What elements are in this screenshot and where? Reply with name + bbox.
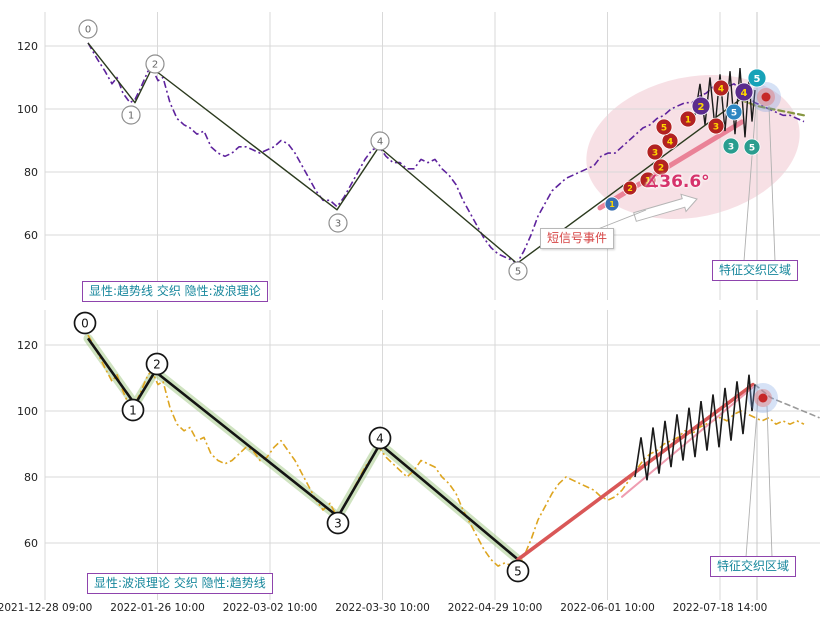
sub-wave-badge-number: 3 (713, 122, 719, 132)
wave-number: 2 (153, 357, 161, 371)
sub-wave-badge-number: 4 (718, 84, 724, 94)
sub-wave-badge (655, 118, 673, 136)
wave-number: 5 (515, 267, 521, 278)
wave-number: 3 (335, 219, 341, 230)
direction-arrow (633, 193, 698, 222)
sub-wave-badge (747, 68, 767, 88)
x-tick-label: 2022-06-01 10:00 (560, 602, 655, 614)
wave-number-circle (328, 213, 348, 233)
callout-connector-line (745, 397, 759, 558)
sub-wave-badge (734, 82, 754, 102)
wave-number-circle (506, 559, 530, 583)
y-tick-label: 120 (17, 339, 38, 352)
wave-number-circle (73, 311, 97, 335)
wave-number: 3 (334, 516, 342, 530)
signal-dot (758, 393, 768, 403)
sub-wave-badge-number: 3 (652, 148, 658, 158)
x-tick-label: 2021-12-28 09:00 (0, 602, 92, 614)
callout-connector-line (768, 105, 776, 262)
price-line (87, 42, 805, 265)
y-tick-label: 80 (24, 166, 38, 179)
micro-wave-zigzag (634, 374, 756, 481)
sub-wave-badge (679, 110, 697, 128)
legend-bottom: 显性:波浪理论 交织 隐性:趋势线 (87, 573, 273, 594)
wave-number-circle (121, 398, 145, 422)
wave-number-circle (370, 131, 390, 151)
price-line (87, 334, 805, 571)
y-tick-label: 100 (17, 405, 38, 418)
sub-wave-badge (691, 96, 711, 116)
feature-zone-label-top: 特征交织区域 (712, 260, 799, 281)
angle-label: ∡36.6° (644, 172, 710, 192)
sub-wave-badge (622, 180, 638, 196)
short-signal-label: 短信号事件 (540, 228, 615, 249)
legend-top: 显性:趋势线 交织 隐性:波浪理论 (82, 281, 268, 302)
sub-wave-badge (743, 138, 761, 156)
wave-number: 1 (129, 403, 137, 417)
sub-wave-badge (707, 117, 725, 135)
wave-number: 0 (85, 25, 91, 36)
sub-wave-badge-number: 1 (685, 115, 691, 125)
y-tick-label: 60 (24, 537, 38, 550)
wave-number-circle (368, 426, 392, 450)
sub-wave-badge (646, 143, 664, 161)
wave-number-circle (326, 511, 350, 535)
sub-wave-badge-number: 1 (609, 200, 615, 209)
callout-connector-line (743, 103, 757, 262)
sub-wave-badge (725, 103, 743, 121)
sub-wave-badge-number: 2 (627, 184, 633, 193)
forecast-dash-line (754, 383, 820, 419)
callout-connector-line (766, 405, 773, 558)
y-tick-label: 60 (24, 229, 38, 242)
angle-support-line (621, 385, 755, 498)
y-tick-label: 80 (24, 471, 38, 484)
x-tick-label: 2022-03-30 10:00 (335, 602, 430, 614)
wave-number: 4 (376, 431, 384, 445)
sub-wave-badge (712, 79, 730, 97)
wave-number: 5 (514, 564, 522, 578)
signal-dot (761, 92, 771, 102)
wave-number-circle (508, 261, 528, 281)
x-tick-label: 2022-01-26 10:00 (110, 602, 205, 614)
sub-wave-badge-number: 5 (754, 74, 761, 85)
wave-number-circle (121, 105, 141, 125)
wave-number-circle (145, 54, 165, 74)
sub-wave-badge-number: 5 (749, 143, 755, 153)
y-tick-label: 100 (17, 103, 38, 116)
wave-number-circle (78, 19, 98, 39)
y-tick-label: 120 (17, 40, 38, 53)
sub-wave-badge-number: 4 (741, 88, 748, 99)
sub-wave-badge-number: 4 (667, 137, 673, 147)
sub-wave-badge-number: 2 (658, 163, 664, 173)
sub-wave-badge-number: 2 (698, 102, 705, 113)
wave-number: 1 (128, 111, 134, 122)
callout-connector-line (597, 209, 647, 230)
sub-wave-badge (604, 196, 620, 212)
angle-trend-line (597, 119, 745, 211)
sub-wave-badge (722, 137, 740, 155)
feature-zone-label-bottom: 特征交织区域 (710, 556, 797, 577)
wave-line-0-5 (86, 337, 519, 561)
sub-wave-badge-number: 3 (728, 142, 734, 152)
x-tick-label: 2022-03-02 10:00 (223, 602, 318, 614)
wave-number: 2 (152, 60, 158, 71)
wave-number: 4 (377, 137, 383, 148)
wave-number: 0 (81, 316, 89, 330)
sub-wave-badge-number: 5 (661, 123, 667, 133)
wave-number-circle (145, 352, 169, 376)
sub-wave-badge-number: 1 (645, 176, 651, 186)
sub-wave-badge (639, 171, 657, 189)
sub-wave-badge (661, 132, 679, 150)
x-tick-label: 2022-04-29 10:00 (448, 602, 543, 614)
sub-wave-badge-number: 5 (731, 108, 737, 118)
sub-wave-badge (652, 158, 670, 176)
x-tick-label: 2022-07-18 14:00 (673, 602, 768, 614)
